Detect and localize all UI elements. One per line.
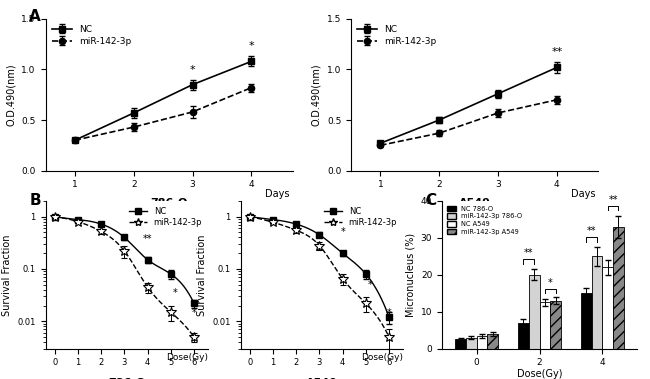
Bar xyxy=(488,334,498,349)
Text: *: * xyxy=(340,227,345,237)
Bar xyxy=(592,256,603,349)
Text: **: ** xyxy=(524,248,534,258)
Legend: NC, miR-142-3p: NC, miR-142-3p xyxy=(127,205,204,229)
Legend: NC, miR-142-3p: NC, miR-142-3p xyxy=(322,205,399,229)
Y-axis label: Survival Fraction: Survival Fraction xyxy=(197,234,207,316)
Bar xyxy=(613,227,624,349)
Text: B: B xyxy=(29,193,41,208)
Text: *: * xyxy=(192,308,196,318)
Text: **: ** xyxy=(143,234,152,244)
Text: Dose(Gy): Dose(Gy) xyxy=(166,353,208,362)
Bar xyxy=(581,293,592,349)
Legend: NC, miR-142-3p: NC, miR-142-3p xyxy=(50,23,133,48)
Text: **: ** xyxy=(608,194,618,205)
Bar xyxy=(540,302,550,349)
Text: A: A xyxy=(29,9,41,25)
Bar xyxy=(476,336,488,349)
Text: *: * xyxy=(173,288,178,298)
Text: **: ** xyxy=(587,226,597,236)
Legend: NC 786-O, miR-142-3p 786-O, NC A549, miR-142-3p A549: NC 786-O, miR-142-3p 786-O, NC A549, miR… xyxy=(445,204,524,236)
Text: *: * xyxy=(387,308,391,318)
Text: *: * xyxy=(248,41,254,51)
Text: Days: Days xyxy=(571,189,595,199)
Bar xyxy=(603,268,613,349)
Text: Dose(Gy): Dose(Gy) xyxy=(361,353,403,362)
Text: *: * xyxy=(548,278,552,288)
Legend: NC, miR-142-3p: NC, miR-142-3p xyxy=(356,23,439,48)
Text: A549: A549 xyxy=(458,198,491,208)
Text: Days: Days xyxy=(265,189,289,199)
Bar xyxy=(466,338,476,349)
Text: A549: A549 xyxy=(306,378,338,379)
Bar xyxy=(455,340,466,349)
Text: C: C xyxy=(426,193,437,208)
Text: 786-O: 786-O xyxy=(150,198,188,208)
Y-axis label: O.D.490(nm): O.D.490(nm) xyxy=(6,63,16,126)
Text: *: * xyxy=(190,64,196,75)
X-axis label: Dose(Gy): Dose(Gy) xyxy=(517,369,562,379)
Y-axis label: Micronucleus (%): Micronucleus (%) xyxy=(405,233,415,317)
Text: 786-O: 786-O xyxy=(108,378,146,379)
Bar xyxy=(518,323,529,349)
Y-axis label: Survival Fraction: Survival Fraction xyxy=(2,234,12,316)
Bar xyxy=(529,275,539,349)
Bar xyxy=(550,301,561,349)
Text: *: * xyxy=(368,280,373,290)
Y-axis label: O.D.490(nm): O.D.490(nm) xyxy=(311,63,321,126)
Text: **: ** xyxy=(551,47,562,57)
